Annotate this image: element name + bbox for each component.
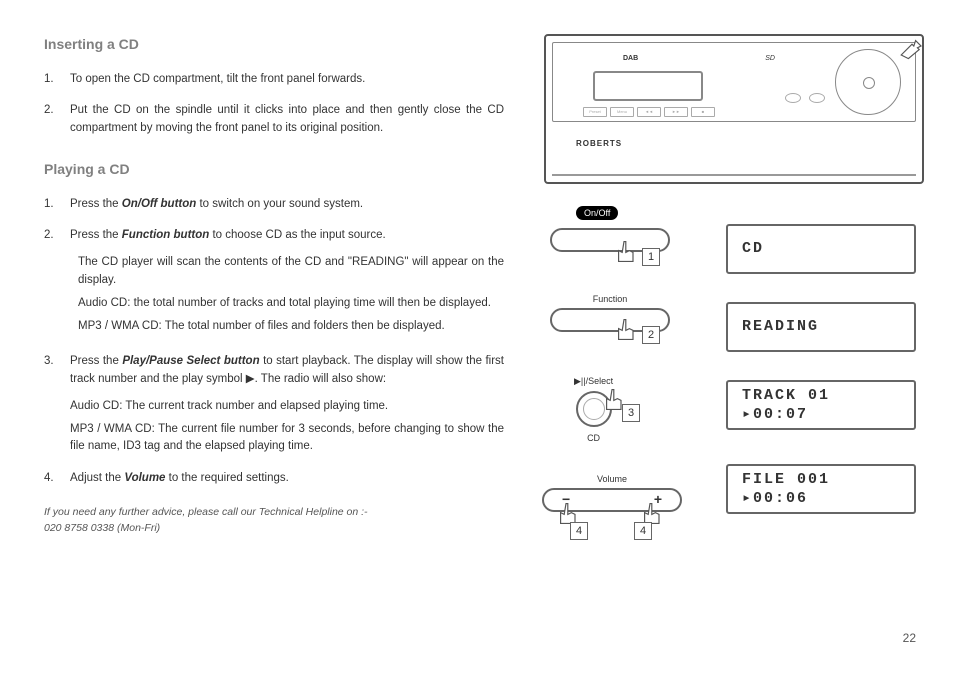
step-number: 2. [44, 227, 70, 335]
lcd-display: FILE 001 ▸00:06 [726, 464, 916, 514]
step-number: 2. [44, 102, 70, 137]
step-text: To open the CD compartment, tilt the fro… [70, 71, 504, 88]
step-number: 1. [44, 196, 70, 213]
cd-disc [835, 49, 901, 115]
step-number: 3. [44, 353, 70, 455]
heading-playing: Playing a CD [44, 159, 504, 180]
step-text: Put the CD on the spindle until it click… [70, 102, 504, 137]
function-label: Function [550, 294, 670, 304]
page-number: 22 [903, 631, 916, 645]
step-callout: 4 [634, 522, 652, 540]
onoff-label: On/Off [576, 206, 618, 220]
step-text: Adjust the Volume to the required settin… [70, 470, 504, 487]
hand-pointer-icon [606, 238, 642, 274]
step-callout: 2 [642, 326, 660, 344]
text-column: Inserting a CD 1. To open the CD compart… [44, 34, 504, 653]
step-callout: 4 [570, 522, 588, 540]
step-text: Press the On/Off button to switch on you… [70, 196, 504, 213]
insert-steps: 1. To open the CD compartment, tilt the … [44, 71, 504, 137]
step-number: 4. [44, 470, 70, 487]
heading-inserting: Inserting a CD [44, 34, 504, 55]
lcd-display: TRACK 01 ▸00:07 [726, 380, 916, 430]
step-callout: 1 [642, 248, 660, 266]
lcd-display: CD [726, 224, 916, 274]
cd-label: CD [574, 433, 613, 443]
volume-label: Volume [542, 474, 682, 484]
step-number: 1. [44, 71, 70, 88]
step-text: Press the Play/Pause Select button to st… [70, 353, 504, 455]
device-illustration: DAB SD Preset Menu ◄◄ ►► ■ ROBERTS [544, 34, 924, 184]
lcd-display: READING [726, 302, 916, 352]
step-callout: 3 [622, 404, 640, 422]
device-lcd [593, 71, 703, 101]
illustration-column: DAB SD Preset Menu ◄◄ ►► ■ ROBERTS [524, 34, 916, 653]
hand-pointer-icon [606, 316, 642, 352]
play-steps: 1. Press the On/Off button to switch on … [44, 196, 504, 487]
hand-pointer-icon [894, 28, 930, 64]
step-text: Press the Function button to choose CD a… [70, 227, 504, 335]
footer-help: If you need any further advice, please c… [44, 505, 504, 537]
